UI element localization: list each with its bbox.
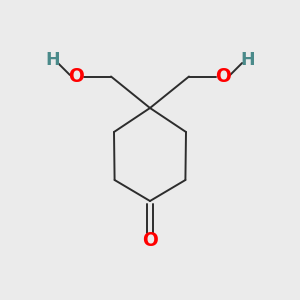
- Text: O: O: [142, 230, 158, 250]
- Text: H: H: [45, 51, 60, 69]
- Text: O: O: [216, 67, 231, 86]
- Text: O: O: [69, 67, 84, 86]
- Text: H: H: [240, 51, 255, 69]
